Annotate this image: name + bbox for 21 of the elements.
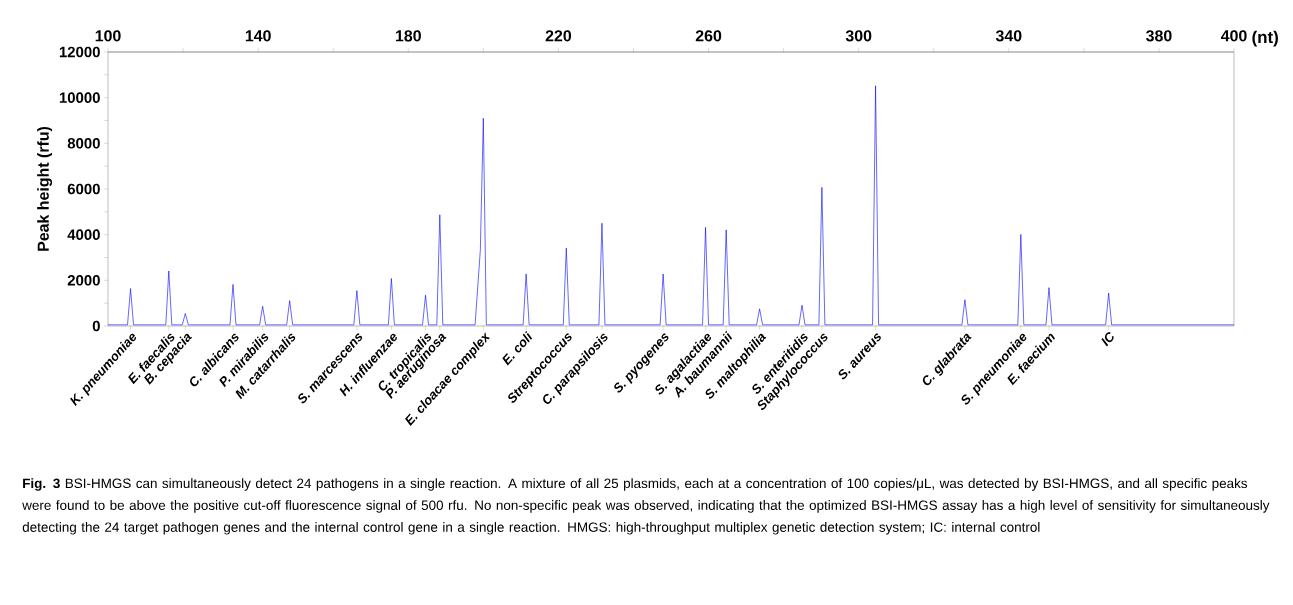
text: Fig. 3 BSI-HMGS can simultaneously detect 24 pathogens in a single reaction. A mixture of all 25 plasmids, each at a concentration of 100 copies/μL, was detected by BSI-HMGS, and all specific peaks were found to be above the positive cut-off fluorescence signal of 500 rfu. No non-specific peak was observed, indicating that the optimized BSI-HMGS assay has a high level of sensitivity for simultaneously detecting the 24 target pathogen genes and the internal control gene in a single reaction. HMGS: high-throughput multiplex genetic detection system; IC: internal control [22, 478, 1270, 535]
x-tick-label: 180 [395, 30, 421, 42]
x-tick-label: 140 [245, 30, 271, 42]
y-tick-label: 8000 [67, 138, 100, 149]
x-tick-label: 340 [995, 30, 1022, 42]
x-tick-label: 220 [545, 30, 572, 42]
y-axis-title: Peak height (rfu) [37, 126, 53, 251]
y-tick-label: 2000 [67, 275, 100, 286]
y-tick-label: 6000 [67, 183, 100, 195]
y-tick-label: 0 [92, 320, 100, 332]
line-series [107, 85, 1235, 326]
y-tick-label: 12000 [59, 46, 100, 58]
x-tick-label: 100 [95, 30, 121, 42]
x-tick-label: 380 [1146, 30, 1172, 42]
text: IC [1101, 332, 1114, 347]
x-tick-label: 400 [1220, 30, 1247, 42]
x-tick-label: 300 [845, 30, 872, 42]
y-tick-label: 10000 [59, 92, 100, 103]
x-tick-label: 260 [695, 30, 722, 42]
x-axis-title: (nt) [1252, 30, 1278, 47]
y-tick-label: 4000 [67, 229, 100, 240]
